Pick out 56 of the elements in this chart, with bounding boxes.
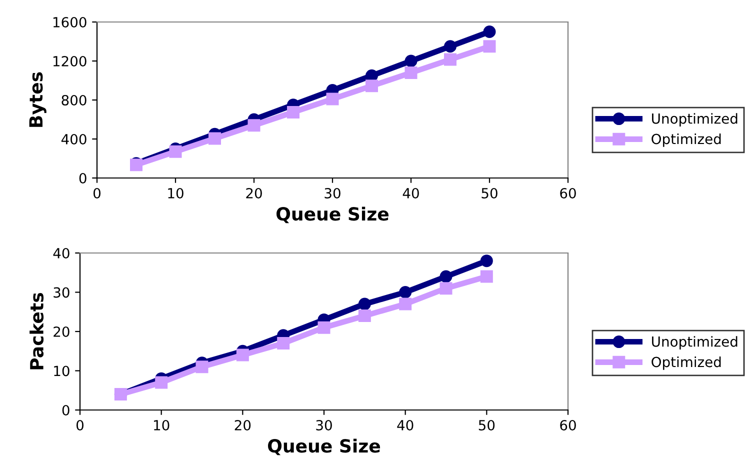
point [480,270,493,283]
point [444,40,456,53]
x-tick-label: 50 [482,188,498,198]
x-axis-title: Queue Size [268,438,380,456]
point [358,298,371,310]
x-tick-label: 30 [316,420,332,430]
point [480,254,493,268]
y-tick-label: 10 [54,366,70,376]
x-tick-label: 30 [324,188,340,198]
y-tick-label: 0 [62,404,70,416]
y-tick-label: 30 [54,287,70,298]
y-tick-label: 40 [53,248,70,258]
x-tick-label: 40 [402,188,419,198]
legend-label: Optimized [652,133,721,147]
y-tick-label: 400 [61,134,86,144]
x-tick-label: 0 [93,188,100,198]
point [399,286,412,298]
point [287,106,300,118]
x-tick-label: 50 [478,420,495,430]
y-tick-label: 0 [79,172,86,184]
point [444,53,456,66]
x-tick-label: 20 [234,420,251,430]
x-axis-title: Queue Size [276,206,389,224]
point [196,360,208,374]
y-axis-title: Bytes [29,72,46,127]
point [277,337,290,350]
x-tick-label: 40 [397,420,414,430]
point [248,119,260,132]
point [440,282,452,295]
point [440,270,452,283]
y-tick-label: 20 [54,326,70,337]
point [326,92,339,106]
point [483,26,496,38]
point [358,310,371,322]
point [404,54,418,68]
y-tick-label: 1600 [53,16,86,28]
point [404,66,418,79]
y-axis-title: Packets [30,292,44,370]
x-tick-label: 10 [168,188,184,198]
point [483,40,496,53]
point [208,132,221,145]
x-tick-label: 10 [154,420,170,430]
point [318,321,330,334]
legend-label: Optimized [652,356,721,370]
y-tick-label: 1200 [53,56,86,66]
legend-label: Unoptimized [652,113,738,127]
y-tick-label: 800 [62,94,86,106]
point [169,145,182,158]
point [399,298,412,310]
point [236,348,249,362]
x-tick-label: 20 [246,188,262,198]
x-tick-label: 60 [560,188,576,198]
x-tick-label: 60 [560,420,576,430]
point [366,80,378,92]
point [155,376,168,389]
legend-label: Unoptimized [652,336,738,350]
